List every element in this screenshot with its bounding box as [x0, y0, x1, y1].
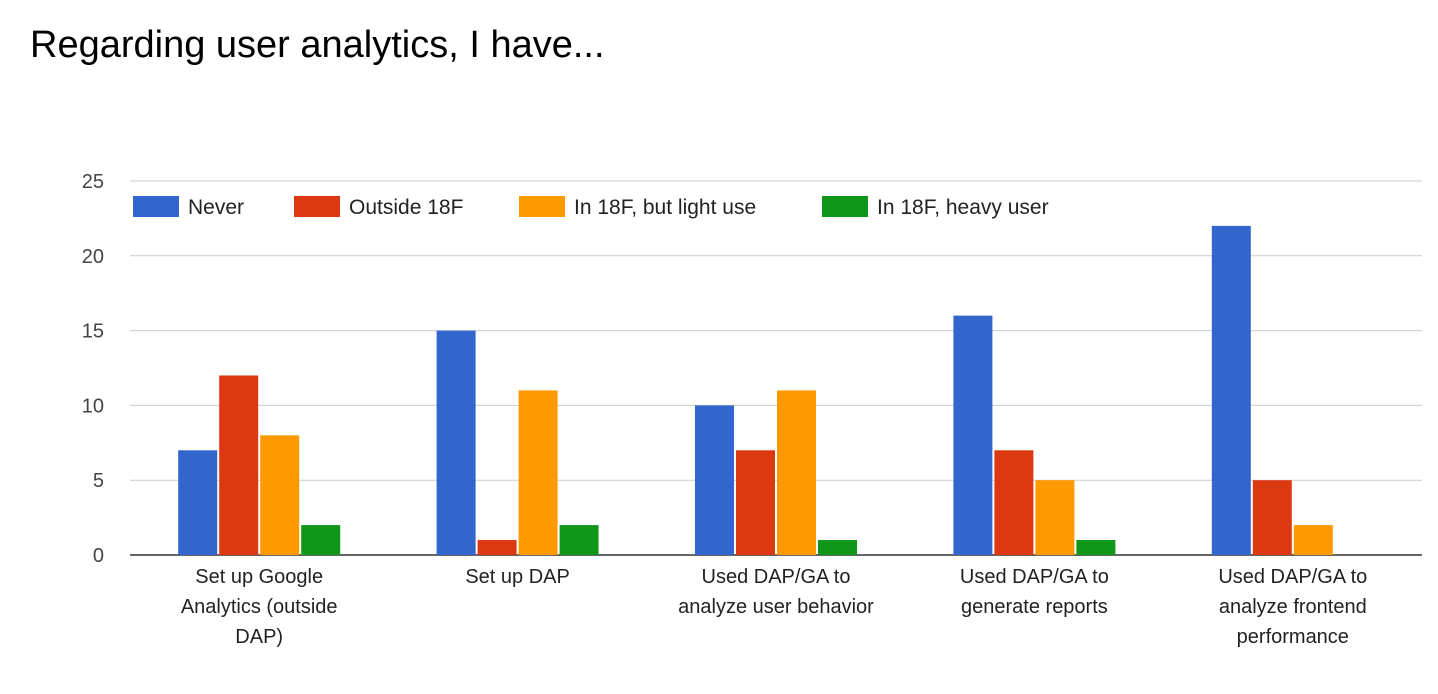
legend-label: Never — [188, 196, 244, 219]
legend-swatch — [519, 196, 565, 217]
bar-in-18f-but-light-use — [260, 435, 300, 555]
bar-in-18f-but-light-use — [1293, 525, 1333, 555]
x-category-label: DAP) — [235, 626, 283, 648]
legend-swatch — [822, 196, 868, 217]
bar-never — [695, 405, 734, 555]
bar-outside-18f — [219, 375, 259, 555]
bar-outside-18f — [477, 540, 517, 555]
legend-swatch — [294, 196, 340, 217]
bar-in-18f-heavy-user — [1076, 540, 1116, 555]
y-tick-label: 0 — [93, 545, 104, 567]
bar-in-18f-heavy-user — [559, 525, 599, 555]
y-tick-label: 10 — [82, 395, 104, 417]
x-category-label: Analytics (outside — [181, 596, 338, 618]
chart-title: Regarding user analytics, I have... — [30, 24, 605, 66]
bar-never — [953, 315, 993, 555]
y-tick-label: 5 — [93, 470, 104, 492]
bar-outside-18f — [1252, 480, 1292, 555]
y-tick-label: 20 — [82, 246, 104, 268]
bar-never — [178, 450, 218, 555]
y-tick-label: 25 — [82, 171, 104, 193]
x-category-label: analyze frontend — [1219, 596, 1367, 618]
bar-in-18f-but-light-use — [518, 390, 558, 555]
bar-in-18f-heavy-user — [301, 525, 341, 555]
x-category-label: Used DAP/GA to — [702, 566, 851, 588]
x-category-label: performance — [1237, 626, 1349, 648]
legend: Never Outside 18F In 18F, but light use In … — [133, 196, 1049, 219]
y-axis: 0 5 10 15 20 25 — [82, 171, 104, 567]
legend-label: Outside 18F — [349, 196, 463, 219]
bar-in-18f-but-light-use — [1035, 480, 1075, 555]
x-category-label: generate reports — [961, 596, 1108, 618]
x-category-label: analyze user behavior — [678, 596, 874, 618]
legend-label: In 18F, but light use — [574, 196, 756, 219]
gridlines — [130, 180, 1422, 556]
legend-label: In 18F, heavy user — [877, 196, 1049, 219]
bar-in-18f-but-light-use — [777, 390, 816, 555]
bar-never — [1211, 225, 1251, 555]
bars — [178, 225, 1333, 555]
bar-never — [436, 330, 476, 555]
y-tick-label: 15 — [82, 321, 104, 343]
legend-swatch — [133, 196, 179, 217]
x-category-label: Set up DAP — [465, 566, 570, 588]
bar-outside-18f — [736, 450, 775, 555]
bar-outside-18f — [994, 450, 1034, 555]
x-axis: Set up Google Analytics (outside DAP) Set u… — [181, 566, 1367, 648]
bar-in-18f-heavy-user — [818, 540, 857, 555]
x-category-label: Used DAP/GA to — [960, 566, 1109, 588]
x-category-label: Set up Google — [195, 566, 323, 588]
x-category-label: Used DAP/GA to — [1218, 566, 1367, 588]
